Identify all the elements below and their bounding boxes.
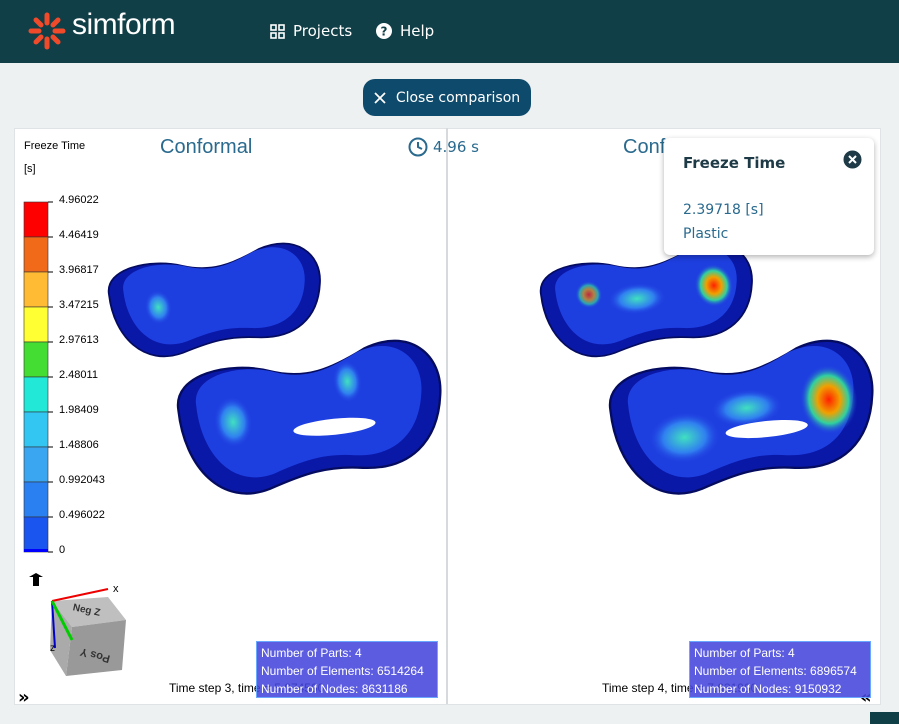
colorbar-base <box>24 549 48 552</box>
timer-value: 4.96 s <box>433 138 479 156</box>
legend-label: 4.46419 <box>59 229 99 241</box>
svg-text:?: ? <box>381 25 388 39</box>
info-line: Number of Parts: 4 <box>261 646 362 660</box>
popup-value: 2.39718 [s] <box>683 202 764 218</box>
panel-title: Conformal <box>160 136 253 158</box>
legend-label: 2.48011 <box>59 369 98 381</box>
expand-left[interactable]: » <box>18 687 30 708</box>
axis-label: x <box>113 583 119 595</box>
colorbar-band <box>23 446 49 483</box>
legend-label: 1.48806 <box>59 439 99 451</box>
popup-close[interactable] <box>843 150 862 169</box>
colorbar-band <box>23 341 49 378</box>
popup-material: Plastic <box>683 226 729 242</box>
legend-label: 3.96817 <box>59 264 99 276</box>
nav-projects[interactable]: Projects <box>270 22 352 40</box>
info-line: Number of Nodes: 9150932 <box>694 682 842 696</box>
orientation-cube: x z Neg Z Pos Y <box>29 573 126 676</box>
header: simform Projects ? Help <box>0 0 899 63</box>
legend-label: 1.98409 <box>59 404 99 416</box>
logo <box>28 12 66 50</box>
colorbar-band <box>23 411 49 448</box>
axis-label: z <box>50 643 55 654</box>
popup: Freeze Time 2.39718 [s] Plastic <box>664 138 874 255</box>
legend-label: 0.992043 <box>59 474 105 486</box>
nav-label: Help <box>400 22 435 40</box>
nav-help[interactable]: ? Help <box>376 22 434 40</box>
brand: simform <box>72 8 176 41</box>
info-line: Number of Elements: 6896574 <box>694 664 857 678</box>
colorbar-band <box>23 376 49 413</box>
info-box: Number of Parts: 4 Number of Elements: 6… <box>256 641 438 698</box>
colorbar <box>23 201 53 553</box>
legend-label: 2.97613 <box>59 334 99 346</box>
timer: 4.96 s <box>408 137 479 157</box>
colorbar-band <box>23 271 49 308</box>
popup-title: Freeze Time <box>683 154 786 172</box>
legend-label: 0 <box>59 544 66 556</box>
colorbar-band <box>23 236 49 273</box>
colorbar-band <box>23 201 49 238</box>
divider <box>446 128 448 704</box>
info-line: Number of Nodes: 8631186 <box>261 682 408 696</box>
corner-block <box>870 712 899 724</box>
info-line: Number of Elements: 6514264 <box>261 664 424 678</box>
info-line: Number of Parts: 4 <box>694 646 795 660</box>
legend-unit: [s] <box>24 163 36 175</box>
legend-label: 4.96022 <box>59 194 99 206</box>
close-comparison-button[interactable]: Close comparison <box>363 79 531 116</box>
colorbar-band <box>23 306 49 343</box>
legend-label: 3.47215 <box>59 299 99 311</box>
colorbar-band <box>23 481 49 518</box>
button-label: Close comparison <box>395 89 521 106</box>
nav-label: Projects <box>293 22 353 40</box>
legend-title: Freeze Time <box>24 140 86 152</box>
legend-label: 0.496022 <box>59 509 105 521</box>
info-box: Number of Parts: 4 Number of Elements: 6… <box>689 641 871 698</box>
colorbar-band <box>23 516 49 553</box>
